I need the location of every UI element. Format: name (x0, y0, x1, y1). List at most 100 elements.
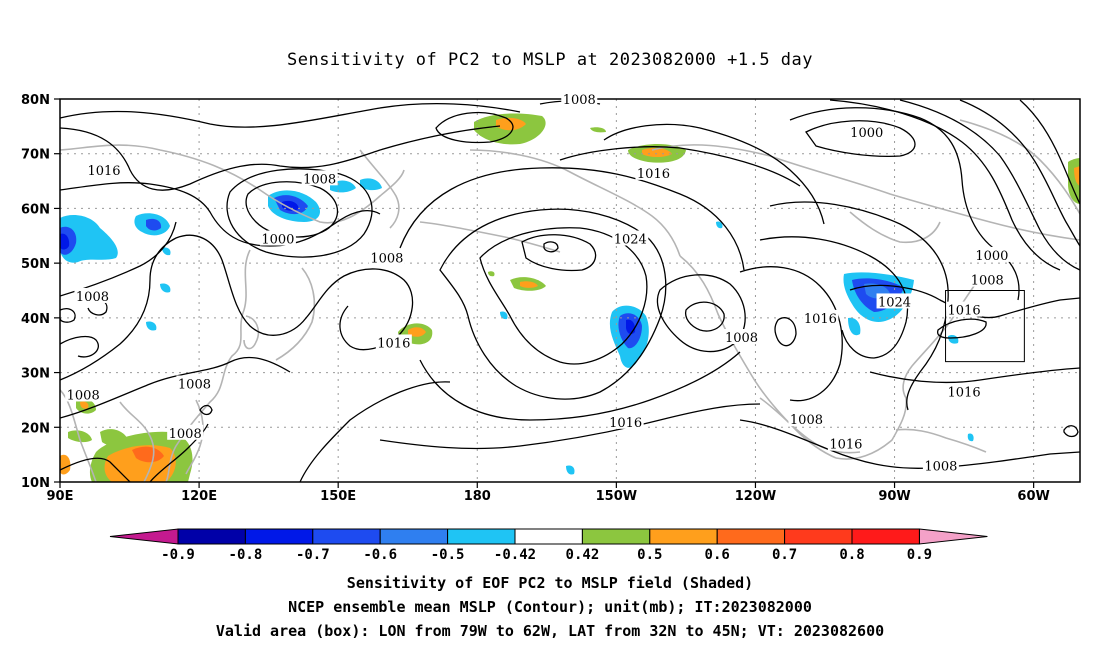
contour-label: 1016 (804, 312, 837, 327)
colorbar-swatch (379, 528, 449, 545)
coastline-indochina (119, 401, 155, 482)
contour-label: 1008 (76, 290, 109, 305)
colorbar-swatch (581, 528, 651, 545)
mslp-contour (60, 125, 501, 191)
caption-shaded: Sensitivity of EOF PC2 to MSLP field (Sh… (346, 574, 754, 592)
negative-shade-region (967, 433, 974, 442)
coastline-korea (243, 315, 260, 350)
colorbar-label: -0.9 (161, 547, 195, 563)
negative-shade-region (60, 215, 118, 263)
colorbar-label: -0.42 (494, 547, 536, 563)
coastline-japan (275, 267, 316, 361)
contour-label-bg (969, 271, 1006, 287)
mslp-contour (739, 266, 843, 402)
coastlines (60, 119, 1080, 482)
contour-label-bg (946, 383, 983, 399)
mslp-contour (684, 301, 725, 332)
negative-shade-region (716, 221, 723, 229)
mslp-contour (226, 168, 373, 258)
mslp-contour (769, 201, 949, 411)
mslp-contour (60, 335, 99, 358)
colorbar-swatch (716, 528, 786, 545)
contour-label: 1016 (637, 167, 670, 182)
mslp-contour (1063, 425, 1079, 438)
negative-shade-region (146, 218, 162, 231)
contour-label: 1008 (303, 172, 336, 187)
colorbar-swatch (784, 528, 853, 545)
mslp-contour (379, 403, 761, 450)
colorbar-swatch (447, 528, 516, 545)
positive-shade-region (642, 147, 672, 157)
colorbar-swatch (177, 528, 246, 545)
negative-shade-region (146, 321, 157, 331)
negative-shade-region (360, 178, 382, 191)
mslp-contour (245, 181, 339, 238)
coastline-na-gulf (835, 271, 985, 460)
mslp-contour (559, 146, 801, 187)
graticule (60, 99, 1080, 482)
mslp-contour (936, 318, 987, 339)
coastline-asia-east (60, 144, 405, 224)
contour-label-bg (827, 435, 864, 451)
coastline-na-west (679, 255, 837, 459)
mslp-contour (899, 99, 1080, 271)
mslp-contour (199, 404, 213, 416)
contour-label-bg (612, 230, 649, 246)
contour-labels: 1008 1000 1016 1016 1008 1000 1024 1000 1008 1008… (65, 91, 1010, 475)
lon-tick-label: 120W (735, 489, 776, 504)
mslp-contour (543, 241, 559, 253)
mslp-contour (869, 367, 1080, 384)
mslp-contour (149, 423, 209, 482)
coastline-alaska (469, 149, 681, 257)
mslp-contour (435, 111, 514, 144)
contour-label: 1008 (971, 274, 1004, 289)
contour-label-bg (922, 457, 959, 473)
mslp-contour (789, 107, 1020, 301)
mslp-contour (419, 351, 741, 421)
figure-title: Sensitivity of PC2 to MSLP at 2023082000… (286, 50, 813, 70)
lat-tick-label: 50N (21, 257, 50, 272)
negative-shade-region (160, 283, 171, 293)
mslp-contour (1019, 99, 1080, 205)
colorbar-label: 0.8 (839, 547, 864, 563)
lon-tick-label: 90W (878, 489, 910, 504)
mslp-contour (60, 457, 131, 482)
contour-label: 1008 (178, 378, 211, 393)
lat-tick-label: 60N (21, 202, 50, 217)
contour-label: 1016 (948, 386, 981, 401)
contour-label-bg (375, 334, 412, 350)
lon-tick-label: 150E (320, 489, 356, 504)
contour-label: 1008 (67, 388, 100, 403)
contour-label: 1024 (878, 295, 911, 310)
mslp-contour (774, 317, 797, 347)
coastline-hudson-bay (849, 211, 941, 244)
colorbar-swatch (244, 528, 314, 545)
lat-tick-label: 70N (21, 148, 50, 163)
colorbar-high-extension (918, 528, 988, 545)
contour-label: 1016 (609, 416, 642, 431)
negative-shade-region (162, 247, 171, 256)
contour-label: 1016 (829, 438, 862, 453)
contour-label: 1016 (87, 164, 120, 179)
positive-shade-region (132, 446, 164, 463)
contour-label-bg (802, 309, 839, 325)
colorbar-label: 0.7 (772, 547, 797, 563)
colorbar-swatch (649, 528, 718, 545)
positive-shade-region (80, 401, 89, 409)
contour-label-bg (876, 293, 913, 309)
mslp-contour (759, 236, 909, 359)
contour-label: 1000 (850, 126, 883, 141)
contour-label: 1008 (725, 331, 758, 346)
contour-label-bg (301, 170, 338, 186)
contour-label: 1008 (563, 93, 596, 108)
coastline-kamchatka (359, 149, 400, 229)
positive-shade-region (520, 281, 538, 288)
positive-shade-region (68, 430, 92, 443)
colorbar-swatch (514, 528, 583, 545)
mslp-contour (60, 103, 521, 128)
colorbar-label: 0.9 (907, 547, 932, 563)
caption-valid-area: Valid area (box): LON from 79W to 62W, L… (215, 622, 885, 640)
positive-shade-region (408, 327, 426, 337)
